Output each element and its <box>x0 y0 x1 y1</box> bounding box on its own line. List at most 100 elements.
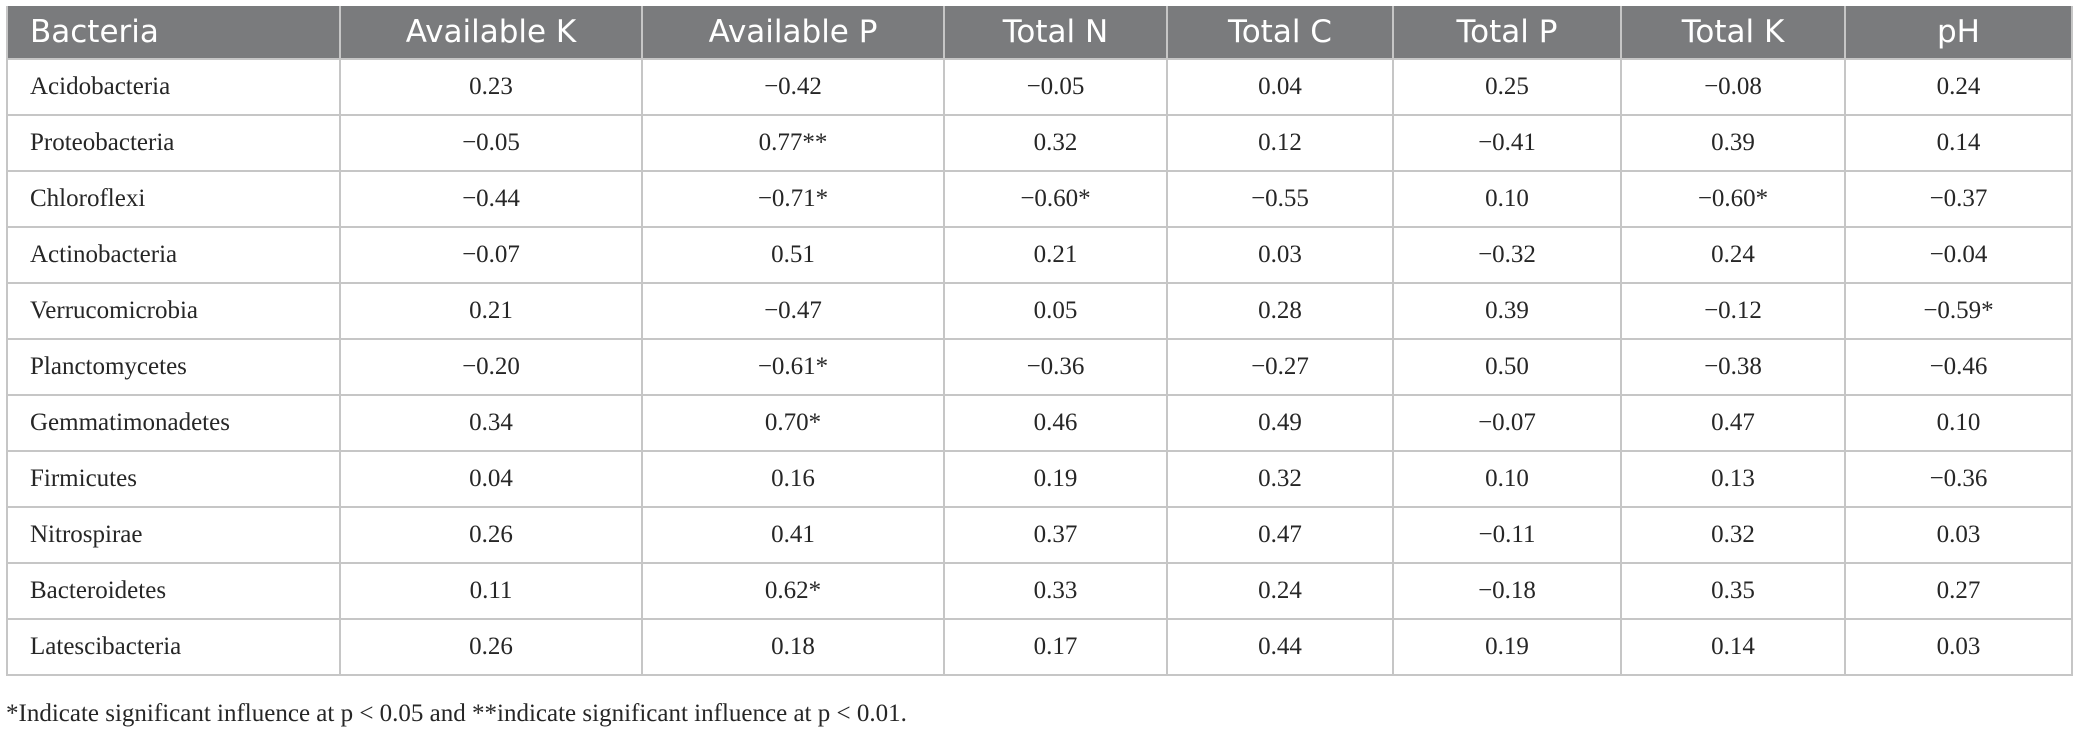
table-footnote: *Indicate significant influence at p < 0… <box>6 700 907 727</box>
bacteria-name-cell: Proteobacteria <box>6 114 341 172</box>
correlation-value-cell: 0.18 <box>641 618 945 676</box>
correlation-value-cell: 0.39 <box>1392 282 1622 340</box>
correlation-value-cell: −0.42 <box>641 58 945 116</box>
header-row: Bacteria Available K Available P Total N… <box>6 6 2073 59</box>
correlation-value-cell: −0.59* <box>1844 282 2073 340</box>
correlation-value-cell: 0.24 <box>1166 562 1394 620</box>
correlation-value-cell: 0.26 <box>339 618 643 676</box>
correlation-value-cell: −0.04 <box>1844 226 2073 284</box>
correlation-value-cell: 0.11 <box>339 562 643 620</box>
correlation-value-cell: −0.55 <box>1166 170 1394 228</box>
table-row: Chloroflexi −0.44 −0.71* −0.60* −0.55 0.10 −0.… <box>6 170 2073 228</box>
correlation-value-cell: 0.04 <box>339 450 643 508</box>
table-row: Nitrospirae 0.26 0.41 0.37 0.47 −0.11 0.32 0.03 <box>6 506 2073 564</box>
correlation-value-cell: 0.26 <box>339 506 643 564</box>
correlation-value-cell: 0.10 <box>1844 394 2073 452</box>
bacteria-name-cell: Latescibacteria <box>6 618 341 676</box>
correlation-value-cell: 0.05 <box>943 282 1168 340</box>
correlation-value-cell: 0.39 <box>1620 114 1846 172</box>
correlation-value-cell: 0.17 <box>943 618 1168 676</box>
correlation-value-cell: −0.44 <box>339 170 643 228</box>
correlation-value-cell: 0.21 <box>943 226 1168 284</box>
correlation-value-cell: −0.60* <box>943 170 1168 228</box>
table-row: Firmicutes 0.04 0.16 0.19 0.32 0.10 0.13 −0.36 <box>6 450 2073 508</box>
column-header: Total P <box>1392 6 1622 59</box>
correlation-value-cell: −0.11 <box>1392 506 1622 564</box>
correlation-value-cell: −0.08 <box>1620 58 1846 116</box>
column-header: pH <box>1844 6 2073 59</box>
bacteria-name-cell: Firmicutes <box>6 450 341 508</box>
correlation-table: Bacteria Available K Available P Total N… <box>6 6 2073 676</box>
column-header: Bacteria <box>6 6 341 59</box>
column-header: Available P <box>641 6 945 59</box>
bacteria-name-cell: Actinobacteria <box>6 226 341 284</box>
correlation-value-cell: 0.32 <box>1620 506 1846 564</box>
correlation-value-cell: 0.41 <box>641 506 945 564</box>
correlation-value-cell: 0.19 <box>1392 618 1622 676</box>
correlation-value-cell: −0.46 <box>1844 338 2073 396</box>
correlation-value-cell: 0.35 <box>1620 562 1846 620</box>
correlation-value-cell: 0.24 <box>1620 226 1846 284</box>
table-row: Verrucomicrobia 0.21 −0.47 0.05 0.28 0.39 −0.1… <box>6 282 2073 340</box>
table-row: Latescibacteria 0.26 0.18 0.17 0.44 0.19 0.14 0… <box>6 618 2073 676</box>
column-header: Available K <box>339 6 643 59</box>
correlation-value-cell: 0.62* <box>641 562 945 620</box>
correlation-value-cell: 0.44 <box>1166 618 1394 676</box>
correlation-value-cell: −0.36 <box>1844 450 2073 508</box>
correlation-value-cell: −0.18 <box>1392 562 1622 620</box>
correlation-value-cell: 0.34 <box>339 394 643 452</box>
correlation-value-cell: 0.10 <box>1392 170 1622 228</box>
correlation-value-cell: 0.77** <box>641 114 945 172</box>
table-row: Proteobacteria −0.05 0.77** 0.32 0.12 −0.41 0.… <box>6 114 2073 172</box>
correlation-value-cell: 0.21 <box>339 282 643 340</box>
correlation-value-cell: 0.51 <box>641 226 945 284</box>
correlation-value-cell: 0.47 <box>1166 506 1394 564</box>
correlation-value-cell: −0.05 <box>339 114 643 172</box>
correlation-value-cell: 0.14 <box>1844 114 2073 172</box>
bacteria-name-cell: Nitrospirae <box>6 506 341 564</box>
correlation-value-cell: 0.28 <box>1166 282 1394 340</box>
correlation-value-cell: 0.16 <box>641 450 945 508</box>
correlation-value-cell: 0.14 <box>1620 618 1846 676</box>
correlation-value-cell: −0.38 <box>1620 338 1846 396</box>
correlation-value-cell: 0.27 <box>1844 562 2073 620</box>
bacteria-name-cell: Gemmatimonadetes <box>6 394 341 452</box>
bacteria-name-cell: Acidobacteria <box>6 58 341 116</box>
correlation-value-cell: −0.47 <box>641 282 945 340</box>
correlation-value-cell: 0.23 <box>339 58 643 116</box>
bacteria-name-cell: Chloroflexi <box>6 170 341 228</box>
correlation-value-cell: −0.07 <box>339 226 643 284</box>
correlation-value-cell: −0.27 <box>1166 338 1394 396</box>
correlation-value-cell: 0.32 <box>1166 450 1394 508</box>
correlation-value-cell: 0.49 <box>1166 394 1394 452</box>
correlation-value-cell: 0.32 <box>943 114 1168 172</box>
correlation-value-cell: −0.12 <box>1620 282 1846 340</box>
correlation-value-cell: 0.25 <box>1392 58 1622 116</box>
correlation-value-cell: 0.47 <box>1620 394 1846 452</box>
column-header: Total N <box>943 6 1168 59</box>
correlation-value-cell: 0.24 <box>1844 58 2073 116</box>
column-header: Total C <box>1166 6 1394 59</box>
column-header: Total K <box>1620 6 1846 59</box>
correlation-value-cell: 0.13 <box>1620 450 1846 508</box>
table-row: Gemmatimonadetes 0.34 0.70* 0.46 0.49 −0.07 0.… <box>6 394 2073 452</box>
table-row: Bacteroidetes 0.11 0.62* 0.33 0.24 −0.18 0.35 0… <box>6 562 2073 620</box>
table-row: Actinobacteria −0.07 0.51 0.21 0.03 −0.32 0.24… <box>6 226 2073 284</box>
correlation-value-cell: −0.36 <box>943 338 1168 396</box>
correlation-value-cell: −0.60* <box>1620 170 1846 228</box>
bacteria-name-cell: Bacteroidetes <box>6 562 341 620</box>
correlation-value-cell: 0.10 <box>1392 450 1622 508</box>
correlation-value-cell: 0.12 <box>1166 114 1394 172</box>
correlation-table-container: Bacteria Available K Available P Total N… <box>6 6 2073 676</box>
correlation-value-cell: −0.71* <box>641 170 945 228</box>
bacteria-name-cell: Verrucomicrobia <box>6 282 341 340</box>
correlation-value-cell: 0.70* <box>641 394 945 452</box>
correlation-value-cell: 0.33 <box>943 562 1168 620</box>
table-row: Acidobacteria 0.23 −0.42 −0.05 0.04 0.25 −0.08… <box>6 58 2073 116</box>
table-body: Acidobacteria 0.23 −0.42 −0.05 0.04 0.25 −0.08… <box>6 58 2073 676</box>
correlation-value-cell: 0.46 <box>943 394 1168 452</box>
correlation-value-cell: 0.03 <box>1844 506 2073 564</box>
correlation-value-cell: −0.37 <box>1844 170 2073 228</box>
correlation-value-cell: −0.32 <box>1392 226 1622 284</box>
correlation-value-cell: 0.37 <box>943 506 1168 564</box>
